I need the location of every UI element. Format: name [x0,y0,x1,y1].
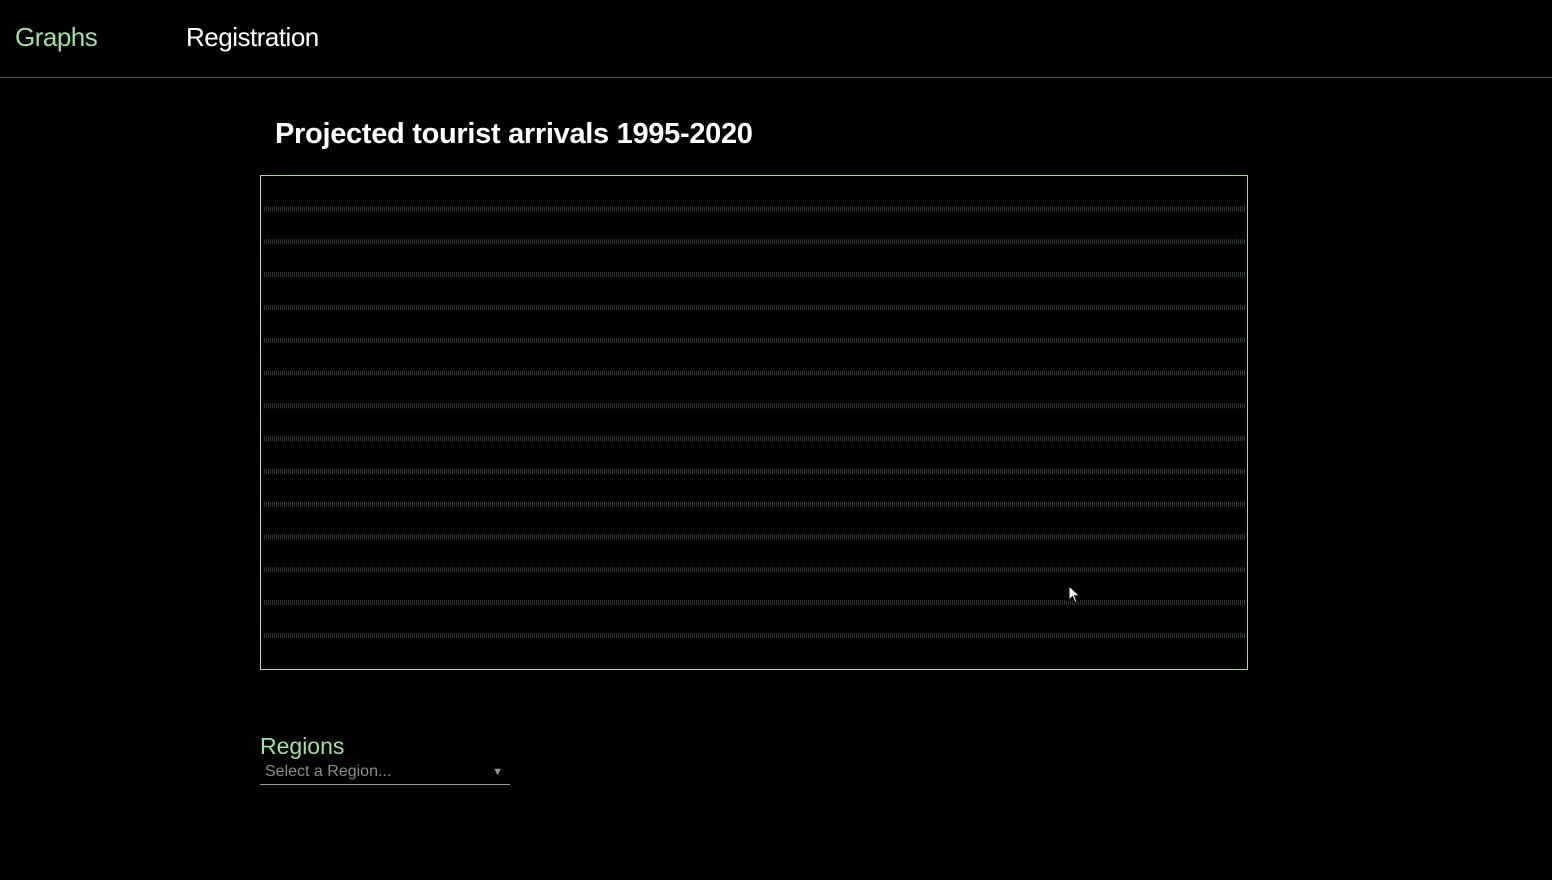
chevron-down-icon: ▼ [492,766,503,778]
nav-link-registration[interactable]: Registration [186,22,319,52]
arrow-cursor-icon [1068,585,1081,604]
nav-link-graphs[interactable]: Graphs [15,22,98,52]
regions-label: Regions [260,733,345,759]
top-nav: Graphs Registration [0,0,1552,78]
region-select-placeholder: Select a Region... [265,763,392,780]
chart-grid [264,206,1245,638]
chart-area [260,175,1248,670]
region-select[interactable]: Select a Region... ▼ [260,761,510,785]
chart-title: Projected tourist arrivals 1995-2020 [275,118,753,150]
